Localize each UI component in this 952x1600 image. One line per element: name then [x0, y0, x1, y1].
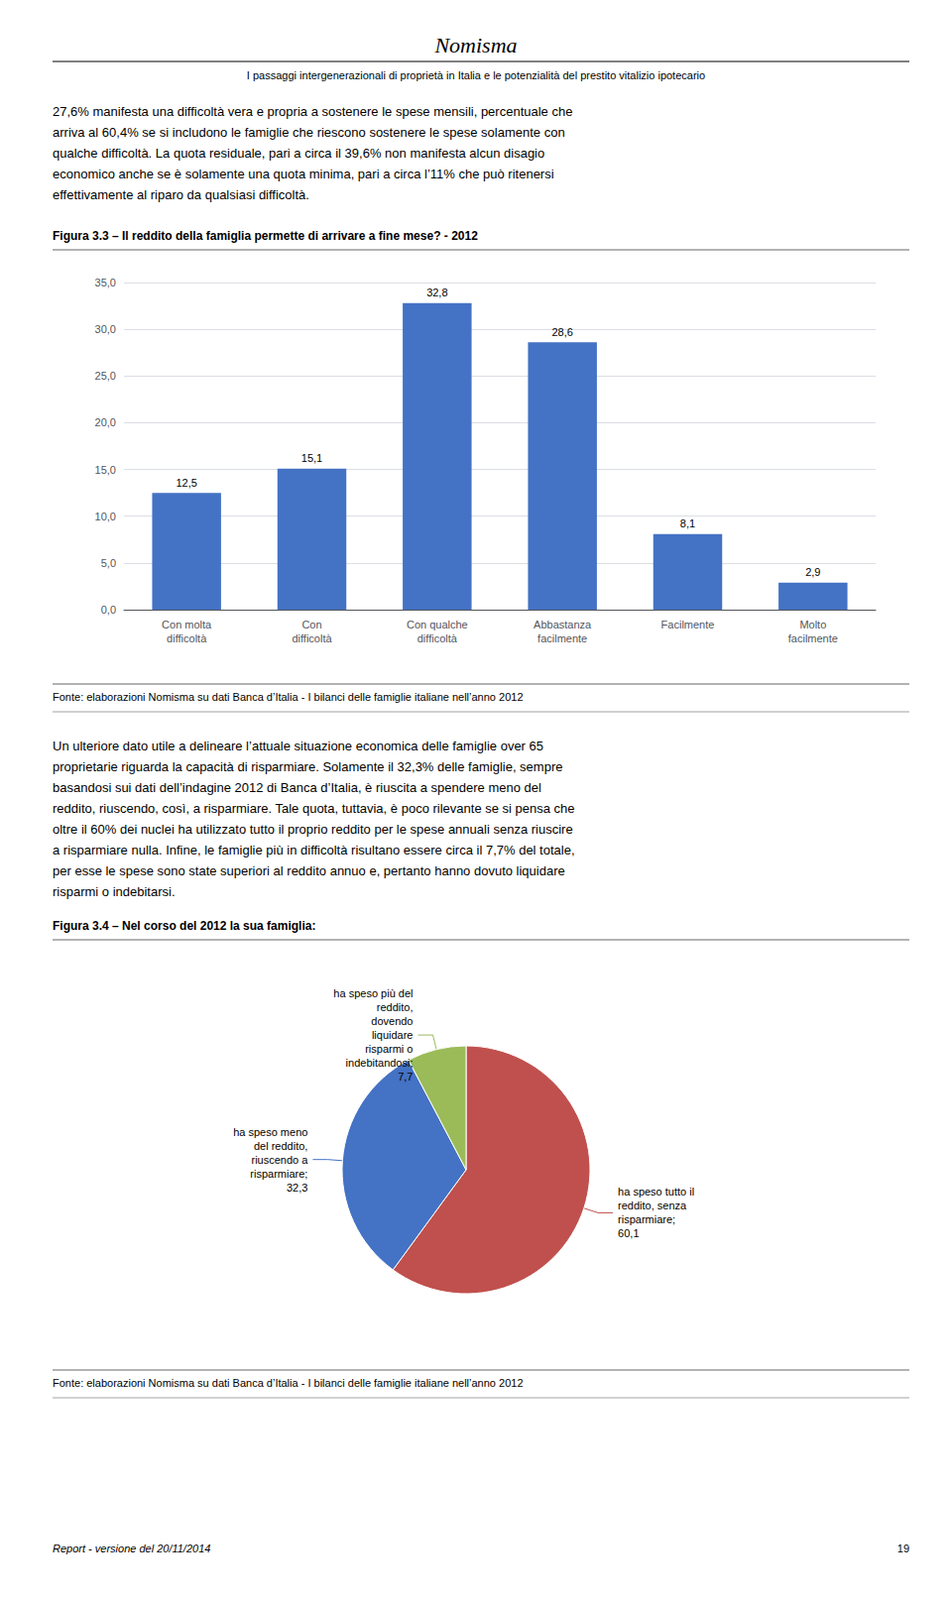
svg-text:reddito,: reddito,	[376, 1001, 414, 1014]
svg-text:risparmi o indebitarsi.: risparmi o indebitarsi.	[52, 884, 176, 900]
svg-text:Figura 3.3 – Il reddito della: Figura 3.3 – Il reddito della famiglia p…	[52, 229, 478, 243]
svg-text:35,0: 35,0	[95, 276, 117, 289]
svg-text:oltre il 60% dei nuclei ha uti: oltre il 60% dei nuclei ha utilizzato tu…	[52, 822, 574, 837]
svg-text:Nomisma: Nomisma	[433, 32, 517, 58]
svg-text:Fonte: elaborazioni Nomisma su: Fonte: elaborazioni Nomisma su dati Banc…	[52, 1377, 524, 1390]
svg-text:risparmiare;: risparmiare;	[617, 1213, 676, 1226]
svg-text:difficoltà: difficoltà	[417, 632, 459, 645]
svg-text:liquidare: liquidare	[371, 1029, 414, 1042]
svg-text:Un ulteriore dato utile a deli: Un ulteriore dato utile a delineare l’at…	[52, 738, 544, 754]
svg-text:Molto: Molto	[799, 618, 827, 631]
svg-text:facilmente: facilmente	[788, 632, 838, 645]
svg-text:del reddito,: del reddito,	[253, 1140, 308, 1153]
svg-text:Abbastanza: Abbastanza	[533, 618, 593, 631]
svg-text:facilmente: facilmente	[537, 632, 588, 645]
svg-text:Con qualche: Con qualche	[406, 618, 469, 631]
svg-text:7,7: 7,7	[397, 1071, 413, 1083]
svg-text:indebitandosi;: indebitandosi;	[346, 1057, 414, 1070]
svg-text:8,1: 8,1	[680, 517, 696, 530]
svg-text:ha speso più del: ha speso più del	[333, 987, 413, 1000]
svg-text:Con molta: Con molta	[161, 618, 213, 631]
svg-text:Facilmente: Facilmente	[661, 618, 715, 631]
svg-text:difficoltà: difficoltà	[166, 632, 208, 645]
svg-text:arriva al 60,4% se si includon: arriva al 60,4% se si includono le famig…	[52, 124, 566, 140]
svg-text:27,6% manifesta una difficoltà: 27,6% manifesta una difficoltà vera e pr…	[52, 104, 573, 119]
svg-text:12,5: 12,5	[175, 476, 197, 489]
svg-text:5,0: 5,0	[101, 557, 117, 570]
svg-text:32,8: 32,8	[426, 286, 448, 299]
svg-text:per esse le spese sono state s: per esse le spese sono state superiori a…	[52, 863, 566, 879]
svg-text:risparmi o: risparmi o	[364, 1043, 413, 1056]
svg-text:ha speso meno: ha speso meno	[233, 1126, 308, 1139]
svg-text:a risparmiare nulla. Infine, l: a risparmiare nulla. Infine, le famiglie…	[52, 842, 576, 858]
svg-text:Report - versione del 20/11/20: Report - versione del 20/11/2014	[52, 1543, 211, 1555]
svg-text:effettivamente al riparo da qu: effettivamente al riparo da qualsiasi di…	[52, 187, 310, 203]
svg-text:reddito, riuscendo, così, a ri: reddito, riuscendo, così, a risparmiare.…	[52, 801, 576, 817]
svg-text:15,1: 15,1	[301, 452, 323, 465]
svg-text:0,0: 0,0	[101, 603, 117, 616]
svg-text:28,6: 28,6	[551, 326, 573, 339]
svg-text:riuscendo a: riuscendo a	[251, 1154, 310, 1167]
svg-text:reddito, senza: reddito, senza	[617, 1199, 688, 1212]
svg-text:30,0: 30,0	[95, 323, 117, 336]
svg-text:19: 19	[897, 1543, 910, 1555]
svg-text:2,9: 2,9	[805, 566, 821, 579]
svg-text:ha speso tutto il: ha speso tutto il	[617, 1186, 695, 1198]
svg-text:25,0: 25,0	[95, 369, 117, 382]
svg-text:Fonte: elaborazioni Nomisma su: Fonte: elaborazioni Nomisma su dati Banc…	[52, 691, 524, 704]
svg-text:Figura 3.4 – Nel corso del 201: Figura 3.4 – Nel corso del 2012 la sua f…	[52, 919, 316, 934]
svg-text:Con: Con	[301, 618, 322, 631]
svg-text:proprietarie riguarda la capac: proprietarie riguarda la capacità di ris…	[52, 759, 563, 775]
svg-text:I passaggi intergenerazionali: I passaggi intergenerazionali di proprie…	[246, 69, 706, 82]
svg-text:60,1: 60,1	[617, 1227, 639, 1240]
svg-text:10,0: 10,0	[95, 510, 117, 523]
svg-text:20,0: 20,0	[95, 416, 117, 429]
svg-text:basandosi sui dati dell’indagi: basandosi sui dati dell’indagine 2012 di…	[52, 780, 542, 796]
svg-text:15,0: 15,0	[95, 464, 117, 476]
svg-text:economico anche se è solamente: economico anche se è solamente una quota…	[52, 166, 555, 182]
svg-text:qualche difficoltà. La quota r: qualche difficoltà. La quota residuale, …	[52, 145, 545, 161]
svg-text:32,3: 32,3	[286, 1182, 308, 1194]
svg-text:risparmiare;: risparmiare;	[249, 1168, 308, 1181]
svg-text:difficoltà: difficoltà	[291, 632, 333, 645]
svg-text:dovendo: dovendo	[370, 1015, 413, 1028]
